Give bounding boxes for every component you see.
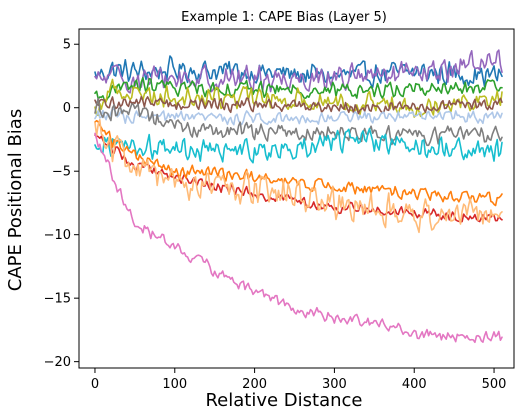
series-line-9 [94, 134, 503, 223]
series-line-10 [94, 119, 503, 207]
y-tick-label: −20 [44, 355, 71, 370]
series-line-6 [94, 107, 503, 126]
series-line-5 [94, 95, 503, 115]
series-line-11 [94, 119, 503, 234]
x-tick-label: 400 [402, 377, 427, 392]
y-tick-label: −15 [44, 292, 71, 307]
x-tick-label: 0 [91, 377, 99, 392]
x-tick-label: 300 [322, 377, 347, 392]
x-tick-label: 100 [162, 377, 187, 392]
series-line-7 [94, 97, 503, 147]
series-line-12 [94, 132, 503, 344]
x-axis-title: Relative Distance [205, 390, 362, 411]
y-tick-label: −10 [44, 228, 71, 243]
axes-layer: 0 100 200 300 400 500 5 0 −5 −10 −15 −20 [44, 28, 515, 392]
x-tick-label: 200 [242, 377, 267, 392]
y-tick-label: 5 [63, 38, 71, 53]
chart-title: Example 1: CAPE Bias (Layer 5) [181, 10, 387, 25]
y-tick-label: −5 [52, 165, 71, 180]
series-line-8 [94, 127, 503, 164]
y-axis-title: CAPE Positional Bias [5, 109, 26, 291]
x-tick-label: 500 [482, 377, 507, 392]
plot-frame [78, 28, 515, 369]
series-layer [94, 49, 503, 344]
y-tick-label: 0 [63, 101, 71, 116]
